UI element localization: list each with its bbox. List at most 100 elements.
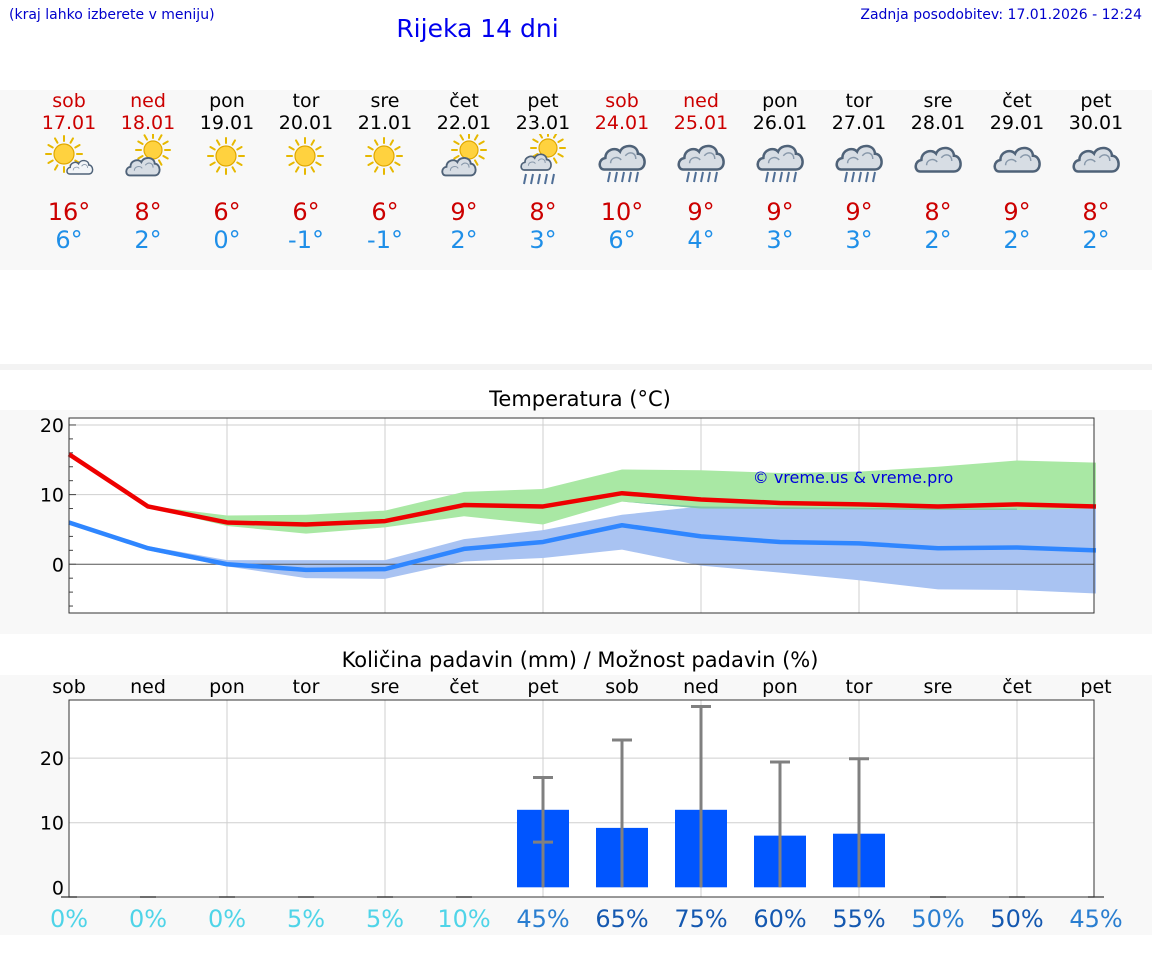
day-date: 19.01 xyxy=(199,112,255,134)
precip-day-label: tor xyxy=(292,676,320,698)
min-temperature: 0° xyxy=(213,226,241,254)
max-temperature: 8° xyxy=(1082,198,1110,226)
day-name: sob xyxy=(605,90,639,112)
precipitation-chance: 0% xyxy=(49,905,89,933)
max-temperature: 9° xyxy=(845,198,873,226)
rain-cloud-icon xyxy=(677,144,725,183)
watermark: © vreme.us & vreme.pro xyxy=(753,468,954,487)
y-tick-label: 0 xyxy=(52,877,64,899)
max-temperature: 16° xyxy=(47,198,91,226)
forecast-day: sre 21.01 6° -1° xyxy=(346,90,425,254)
precipitation-chance: 50% xyxy=(990,905,1044,933)
day-date: 30.01 xyxy=(1068,112,1124,134)
precip-day-label: pet xyxy=(527,676,559,698)
day-name: pon xyxy=(762,90,798,112)
separator xyxy=(0,364,1152,370)
precip-day-label: čet xyxy=(1002,676,1032,698)
max-temperature: 6° xyxy=(213,198,241,226)
day-date: 22.01 xyxy=(436,112,492,134)
precip-day-label: pet xyxy=(1080,676,1112,698)
forecast-day: čet 22.01 9° 2° xyxy=(425,90,504,254)
min-temperature: 6° xyxy=(608,226,636,254)
day-date: 25.01 xyxy=(673,112,729,134)
precip-day-label: sob xyxy=(52,676,86,698)
min-temperature: 2° xyxy=(1082,226,1110,254)
forecast-day: tor 20.01 6° -1° xyxy=(267,90,346,254)
precip-day-label: ned xyxy=(130,676,166,698)
precip-day-label: tor xyxy=(845,676,873,698)
day-date: 28.01 xyxy=(910,112,966,134)
day-date: 29.01 xyxy=(989,112,1045,134)
max-temperature: 9° xyxy=(687,198,715,226)
precipitation-chance: 65% xyxy=(595,905,649,933)
page-title: Rijeka 14 dni xyxy=(396,14,559,43)
precipitation-chance: 55% xyxy=(832,905,886,933)
region-hint[interactable]: (kraj lahko izberete v meniju) xyxy=(9,7,215,23)
plot-area xyxy=(69,700,1094,897)
max-range-band xyxy=(69,454,1096,534)
forecast-day: tor 27.01 9° 3° xyxy=(820,90,899,254)
forecast-day: pon 26.01 9° 3° xyxy=(741,90,820,254)
precipitation-chance: 50% xyxy=(911,905,965,933)
day-date: 26.01 xyxy=(752,112,808,134)
precip-day-label: sob xyxy=(605,676,639,698)
rain-cloud-icon xyxy=(835,144,883,183)
forecast-day: pet 30.01 8° 2° xyxy=(1057,90,1136,254)
min-temperature: 6° xyxy=(55,226,83,254)
day-date: 21.01 xyxy=(357,112,413,134)
max-temperature: 8° xyxy=(529,198,557,226)
day-name: sre xyxy=(370,90,400,112)
precipitation-chance: 45% xyxy=(516,905,570,933)
min-temperature: 4° xyxy=(687,226,715,254)
max-temperature: 6° xyxy=(292,198,320,226)
sun-icon xyxy=(286,137,324,175)
max-temperature: 6° xyxy=(371,198,399,226)
day-date: 20.01 xyxy=(278,112,334,134)
cloud-icon xyxy=(914,146,962,173)
min-temperature: -1° xyxy=(367,226,403,254)
precip-day-label: čet xyxy=(449,676,479,698)
min-temperature: 2° xyxy=(924,226,952,254)
day-name: pon xyxy=(209,90,245,112)
y-tick-label: 0 xyxy=(52,554,64,576)
precipitation-chart: 20 10 0 xyxy=(40,699,1104,899)
forecast-day: sob 17.01 16° 6° xyxy=(30,90,109,254)
precip-day-label: sre xyxy=(923,676,953,698)
cloud-sun-icon xyxy=(441,134,487,177)
day-date: 24.01 xyxy=(594,112,650,134)
day-date: 27.01 xyxy=(831,112,887,134)
min-temperature: 3° xyxy=(845,226,873,254)
max-temperature: 10° xyxy=(600,198,644,226)
day-name: tor xyxy=(845,90,873,112)
sun-icon xyxy=(207,137,245,175)
max-temperature: 8° xyxy=(924,198,952,226)
min-temperature: 2° xyxy=(1003,226,1031,254)
cloud-icon xyxy=(1072,146,1120,173)
overlap-band xyxy=(622,501,1017,510)
precipitation-chance: 75% xyxy=(674,905,728,933)
min-temperature-line xyxy=(68,520,1097,573)
y-tick-label: 20 xyxy=(40,415,64,437)
day-name: pet xyxy=(527,90,559,112)
day-name: ned xyxy=(130,90,166,112)
forecast-day: sre 28.01 8° 2° xyxy=(899,90,978,254)
precipitation-chance: 0% xyxy=(207,905,247,933)
max-temperature: 9° xyxy=(1003,198,1031,226)
min-temperature: 2° xyxy=(134,226,162,254)
min-temperature: 3° xyxy=(529,226,557,254)
max-temperature-line xyxy=(67,452,1097,527)
forecast-day: ned 18.01 8° 2° xyxy=(109,90,188,254)
day-name: ned xyxy=(683,90,719,112)
plot-frame xyxy=(68,417,1095,614)
precipitation-chance: 5% xyxy=(365,905,405,933)
day-name: sre xyxy=(923,90,953,112)
min-temperature: 3° xyxy=(766,226,794,254)
max-temperature: 8° xyxy=(134,198,162,226)
forecast-day: pet 23.01 8° 3° xyxy=(504,90,583,254)
cloud-sun-icon xyxy=(125,134,171,177)
rain-cloud-icon xyxy=(598,144,646,183)
forecast-day: pon 19.01 6° 0° xyxy=(188,90,267,254)
max-temperature: 9° xyxy=(766,198,794,226)
temperature-chart-title: Temperatura (°C) xyxy=(489,387,671,411)
sun-icon xyxy=(365,137,403,175)
